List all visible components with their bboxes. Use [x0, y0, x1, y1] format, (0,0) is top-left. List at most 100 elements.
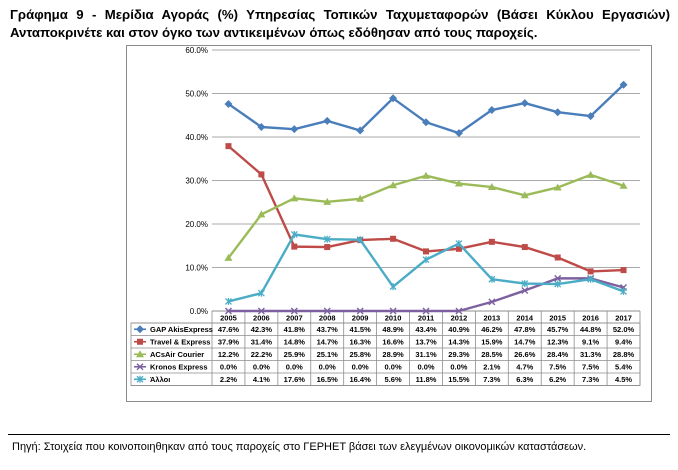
- data-point-gap-akisexpress: [619, 80, 628, 89]
- x-tick-label: 2007: [286, 314, 303, 323]
- data-point-travel-express: [554, 254, 561, 261]
- data-label: 17.6%: [284, 375, 306, 384]
- x-tick-label: 2014: [516, 314, 534, 323]
- data-point-άλλοι: [488, 275, 496, 283]
- data-point-gap-akisexpress: [323, 116, 332, 125]
- data-label: 16.5%: [317, 375, 339, 384]
- data-label: 16.6%: [382, 338, 404, 347]
- data-point-acsair-courier: [619, 181, 628, 189]
- data-label: 41.5%: [350, 325, 372, 334]
- legend-key-marker: [137, 338, 143, 345]
- data-point-acsair-courier: [454, 179, 463, 187]
- legend-label: ACsAir Courier: [150, 350, 204, 359]
- data-label: 2.2%: [220, 375, 237, 384]
- data-label: 44.8%: [580, 325, 602, 334]
- data-label: 0.0%: [253, 363, 270, 372]
- data-point-άλλοι: [290, 230, 298, 238]
- data-point-kronos-express: [521, 287, 529, 295]
- data-label: 0.0%: [450, 363, 467, 372]
- data-point-gap-akisexpress: [586, 112, 595, 121]
- data-point-travel-express: [225, 143, 232, 150]
- data-point-άλλοι: [257, 289, 265, 297]
- x-tick-label: 2012: [451, 314, 468, 323]
- x-tick-label: 2006: [253, 314, 270, 323]
- data-point-άλλοι: [225, 297, 232, 305]
- data-label: 47.8%: [514, 325, 536, 334]
- data-label: 9.1%: [582, 338, 599, 347]
- data-point-gap-akisexpress: [422, 118, 430, 127]
- data-label: 48.9%: [382, 325, 404, 334]
- y-tick-label: 60.0%: [185, 46, 208, 55]
- data-label: 14.8%: [284, 338, 306, 347]
- data-label: 0.0%: [286, 363, 303, 372]
- chart-title: Γράφημα 9 - Μερίδια Αγοράς (%) Υπηρεσίας…: [10, 7, 670, 40]
- data-label: 42.3%: [251, 325, 273, 334]
- data-point-kronos-express: [257, 307, 265, 315]
- data-point-acsair-courier: [257, 210, 266, 218]
- data-point-άλλοι: [587, 275, 595, 283]
- data-label: 31.3%: [580, 350, 602, 359]
- data-label: 4.5%: [615, 375, 632, 384]
- data-label: 12.3%: [547, 338, 569, 347]
- legend-key-marker: [136, 350, 144, 358]
- data-point-acsair-courier: [389, 181, 398, 189]
- data-label: 52.0%: [613, 325, 635, 334]
- data-label: 14.7%: [514, 338, 536, 347]
- data-point-άλλοι: [389, 283, 397, 291]
- x-tick-label: 2016: [582, 314, 599, 323]
- data-point-gap-akisexpress: [389, 94, 398, 103]
- data-point-gap-akisexpress: [257, 122, 266, 131]
- data-point-acsair-courier: [553, 183, 562, 191]
- data-point-gap-akisexpress: [454, 129, 463, 138]
- data-label: 13.7%: [415, 338, 437, 347]
- y-tick-label: 20.0%: [185, 220, 208, 229]
- data-label: 25.8%: [350, 350, 372, 359]
- data-point-travel-express: [587, 268, 594, 275]
- data-point-gap-akisexpress: [553, 108, 562, 117]
- y-tick-label: 10.0%: [185, 264, 208, 273]
- data-label: 0.0%: [319, 363, 336, 372]
- data-point-gap-akisexpress: [487, 106, 496, 115]
- data-point-άλλοι: [323, 235, 331, 243]
- legend-key-marker: [136, 325, 144, 334]
- data-point-acsair-courier: [422, 171, 430, 179]
- data-point-travel-express: [620, 267, 627, 274]
- legend-key-marker: [136, 363, 144, 371]
- data-label: 25.1%: [317, 350, 339, 359]
- data-label: 16.3%: [350, 338, 372, 347]
- data-label: 25.9%: [284, 350, 306, 359]
- footnote-rule: [8, 434, 670, 435]
- data-label: 2.1%: [483, 363, 500, 372]
- legend-label: Άλλοι: [150, 375, 170, 384]
- data-point-kronos-express: [488, 298, 496, 306]
- data-point-acsair-courier: [224, 253, 233, 261]
- data-label: 7.3%: [483, 375, 500, 384]
- data-label: 6.2%: [549, 375, 566, 384]
- data-label: 28.5%: [481, 350, 503, 359]
- data-label: 14.7%: [317, 338, 339, 347]
- legend-label: Travel & Express: [150, 338, 210, 347]
- data-label: 41.8%: [284, 325, 306, 334]
- data-label: 11.8%: [416, 375, 437, 384]
- data-point-travel-express: [423, 248, 429, 255]
- data-point-acsair-courier: [356, 194, 365, 202]
- data-point-άλλοι: [521, 280, 529, 288]
- x-tick-label: 2011: [418, 314, 434, 323]
- data-point-acsair-courier: [487, 183, 496, 191]
- data-point-travel-express: [390, 235, 397, 242]
- data-label: 26.6%: [514, 350, 536, 359]
- data-point-gap-akisexpress: [520, 99, 529, 108]
- data-label: 29.3%: [448, 350, 470, 359]
- data-point-kronos-express: [389, 307, 397, 315]
- data-label: 43.7%: [317, 325, 339, 334]
- data-point-άλλοι: [620, 287, 627, 295]
- data-label: 31.4%: [251, 338, 273, 347]
- data-point-άλλοι: [356, 236, 364, 244]
- data-label: 0.0%: [417, 363, 434, 372]
- data-label: 5.4%: [615, 363, 632, 372]
- x-tick-label: 2017: [615, 314, 632, 323]
- data-label: 28.8%: [613, 350, 635, 359]
- data-label: 7.3%: [582, 375, 599, 384]
- y-tick-label: 50.0%: [185, 90, 208, 99]
- data-point-travel-express: [521, 244, 528, 251]
